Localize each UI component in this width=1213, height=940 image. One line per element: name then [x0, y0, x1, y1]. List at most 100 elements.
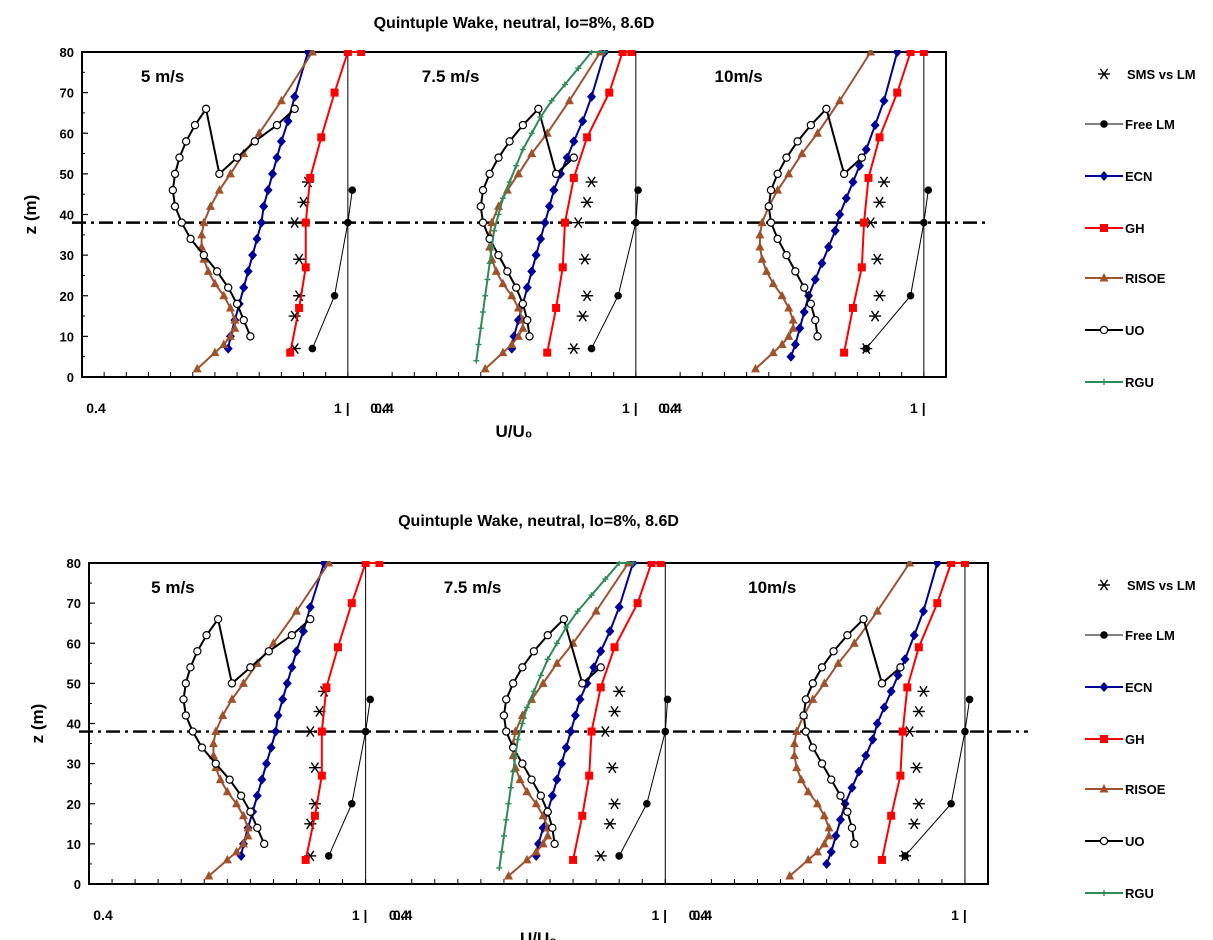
data-point-sms-vs-lm: [578, 253, 591, 265]
asterisk-stroke: [310, 762, 320, 774]
data-point-ecn: [531, 250, 541, 261]
legend-marker: [1099, 682, 1109, 692]
asterisk-stroke: [1099, 68, 1109, 80]
data-point-rgu: [495, 211, 502, 218]
data-point-ecn: [283, 116, 293, 127]
data-point-uo: [186, 234, 195, 244]
asterisk-stroke: [615, 685, 624, 697]
series-line-free-lm: [591, 190, 639, 349]
data-point-uo: [550, 839, 559, 849]
data-point-gh: [933, 599, 942, 608]
data-point-gh: [301, 263, 310, 272]
data-point-ecn: [872, 718, 882, 729]
data-point-gh: [860, 218, 869, 227]
data-point-risoe: [872, 606, 882, 615]
y-tick-label: 40: [60, 208, 74, 223]
data-point-risoe: [498, 347, 508, 357]
data-point-uo: [822, 104, 831, 114]
data-point-risoe: [784, 302, 794, 312]
data-point-sms-vs-lm: [613, 685, 626, 697]
legend-marker: [1100, 631, 1108, 639]
legend-label: GH: [1125, 221, 1145, 236]
data-point-risoe: [507, 290, 517, 300]
data-point-uo: [578, 679, 587, 688]
data-point-risoe: [243, 822, 253, 832]
data-point-gh: [947, 561, 956, 567]
legend-label: ECN: [1125, 680, 1152, 695]
panel-label: 10m/s: [748, 578, 796, 597]
data-point-uo: [817, 663, 827, 672]
legend: SMS vs LM Free LM ECN GH RISOE UO RGU: [1085, 67, 1196, 390]
data-point-rgu: [588, 592, 595, 599]
data-point-sms-vs-lm: [871, 253, 884, 265]
data-point-gh: [896, 771, 905, 780]
data-point-risoe: [784, 331, 794, 340]
data-point-risoe: [276, 95, 286, 105]
data-point-gh: [605, 88, 614, 97]
data-point-sms-vs-lm: [304, 726, 317, 738]
data-point-gh: [552, 303, 561, 312]
data-point-ecn: [522, 282, 532, 293]
data-point-gh: [840, 348, 849, 357]
data-point-ecn: [527, 266, 537, 277]
asterisk-stroke: [605, 818, 615, 830]
series-line-risoe: [484, 51, 602, 370]
data-point-risoe: [819, 838, 829, 848]
data-point-risoe: [513, 168, 523, 178]
data-point-uo: [212, 267, 222, 276]
data-point-risoe: [538, 678, 548, 687]
asterisk-stroke: [610, 798, 619, 810]
data-point-uo: [175, 153, 184, 162]
data-point-gh: [317, 771, 326, 780]
panel-label: 5 m/s: [141, 67, 184, 86]
data-point-ecn: [795, 323, 805, 334]
data-point-uo: [536, 791, 546, 800]
data-point-uo: [859, 614, 868, 624]
data-point-uo: [232, 299, 242, 309]
data-point-ecn: [570, 710, 580, 721]
data-point-risoe: [564, 95, 574, 105]
data-point-ecn: [282, 678, 292, 689]
data-point-sms-vs-lm: [877, 176, 890, 188]
data-point-ecn: [243, 266, 253, 277]
data-point-gh: [560, 218, 569, 227]
data-point-uo: [478, 185, 488, 195]
data-point-ecn: [848, 177, 858, 187]
data-point-risoe: [238, 838, 248, 848]
data-point-uo: [177, 218, 186, 227]
data-point-sms-vs-lm: [581, 290, 594, 302]
data-point-uo: [211, 759, 220, 768]
y-tick-label: 40: [67, 717, 81, 732]
data-point-sms-vs-lm: [293, 290, 306, 302]
y-axis-label: z (m): [28, 704, 47, 744]
data-point-ecn: [305, 602, 315, 613]
data-point-risoe: [208, 738, 218, 748]
legend-label: RGU: [1125, 375, 1154, 390]
chart-title: Quintuple Wake, neutral, Io=8%, 8.6D: [374, 15, 655, 32]
data-point-uo: [225, 775, 234, 784]
data-point-gh: [647, 561, 656, 567]
data-point-rgu: [523, 704, 530, 711]
data-point-uo: [499, 711, 509, 720]
data-point-sms-vs-lm: [869, 310, 882, 322]
data-point-uo: [782, 250, 791, 260]
data-point-uo: [843, 807, 852, 816]
data-point-risoe: [192, 363, 202, 373]
data-point-sms-vs-lm: [585, 176, 598, 188]
data-point-uo: [264, 647, 273, 656]
data-point-risoe: [199, 217, 209, 227]
data-point-gh: [569, 855, 578, 864]
data-point-uo: [518, 299, 528, 309]
data-point-ecn: [822, 858, 832, 869]
legend-label: SMS vs LM: [1127, 67, 1196, 82]
data-point-risoe: [819, 678, 829, 687]
x-tick-label: 1 |: [334, 400, 350, 416]
x-tick-label: 0.4: [93, 907, 113, 923]
data-point-uo: [791, 267, 800, 276]
y-tick-label: 10: [67, 837, 81, 852]
data-point-ecn: [248, 250, 258, 261]
data-point-risoe: [552, 658, 562, 667]
data-point-rgu: [616, 561, 623, 566]
data-point-rgu: [486, 260, 493, 267]
data-point-sms-vs-lm: [594, 850, 607, 862]
